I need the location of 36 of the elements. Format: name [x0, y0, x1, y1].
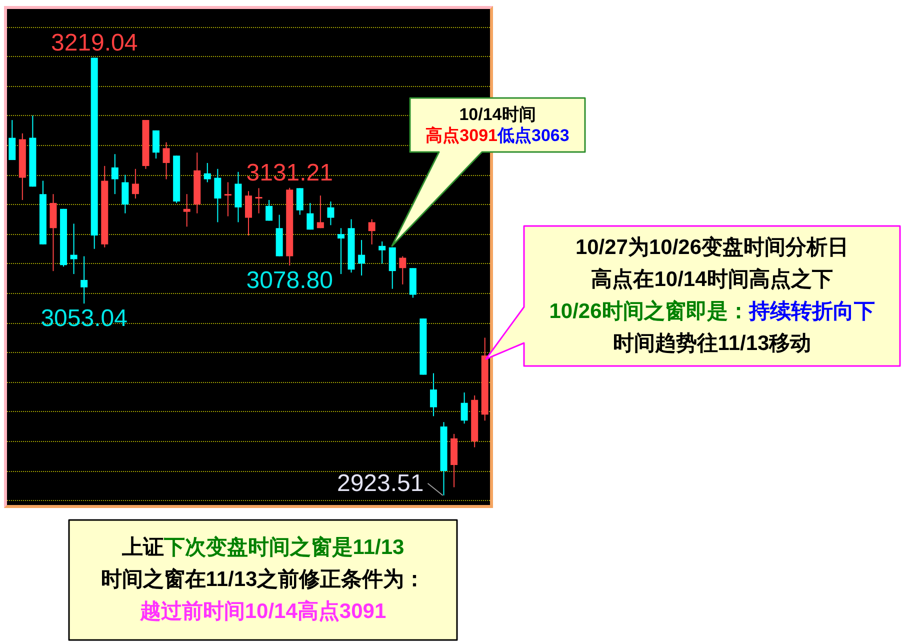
annotation: 3078.80 — [246, 266, 333, 294]
candlestick — [122, 174, 129, 214]
candlestick — [296, 188, 304, 216]
candlestick — [214, 168, 222, 223]
annotation: 3053.04 — [40, 305, 128, 332]
candlestick — [234, 171, 242, 223]
candlestick — [162, 142, 170, 180]
candlestick — [266, 199, 273, 222]
candlestick — [378, 240, 386, 264]
candlestick — [306, 202, 314, 230]
candlestick — [8, 120, 16, 161]
candlestick — [399, 256, 406, 285]
note-box: 上证下次变盘时间之窗是11/13 时间之窗在11/13之前修正条件为： 越过前时间10/14高点3091 — [68, 519, 458, 641]
candlestick — [70, 223, 78, 275]
candlestick — [368, 218, 376, 245]
candlestick — [80, 256, 88, 304]
candlestick — [245, 190, 252, 236]
annotation: 3131.21 — [246, 159, 333, 186]
candlestick — [327, 200, 334, 226]
annotation: 2923.51 — [336, 470, 424, 497]
candlestick — [337, 228, 344, 275]
annotation: 高点3091 — [426, 126, 498, 145]
candlestick — [204, 162, 211, 183]
candlestick — [224, 182, 232, 217]
candlestick — [358, 239, 366, 276]
candlestick — [430, 372, 437, 417]
candlestick — [183, 194, 190, 228]
annotation: 3219.04 — [50, 29, 138, 56]
candlestick — [460, 392, 468, 424]
candlestick — [132, 168, 139, 200]
candlestick — [255, 188, 262, 214]
annotation: 10/14时间 — [459, 105, 536, 124]
candlestick — [388, 246, 396, 290]
candlestick — [111, 154, 118, 195]
candlestick — [316, 195, 324, 229]
candlestick — [152, 130, 160, 160]
